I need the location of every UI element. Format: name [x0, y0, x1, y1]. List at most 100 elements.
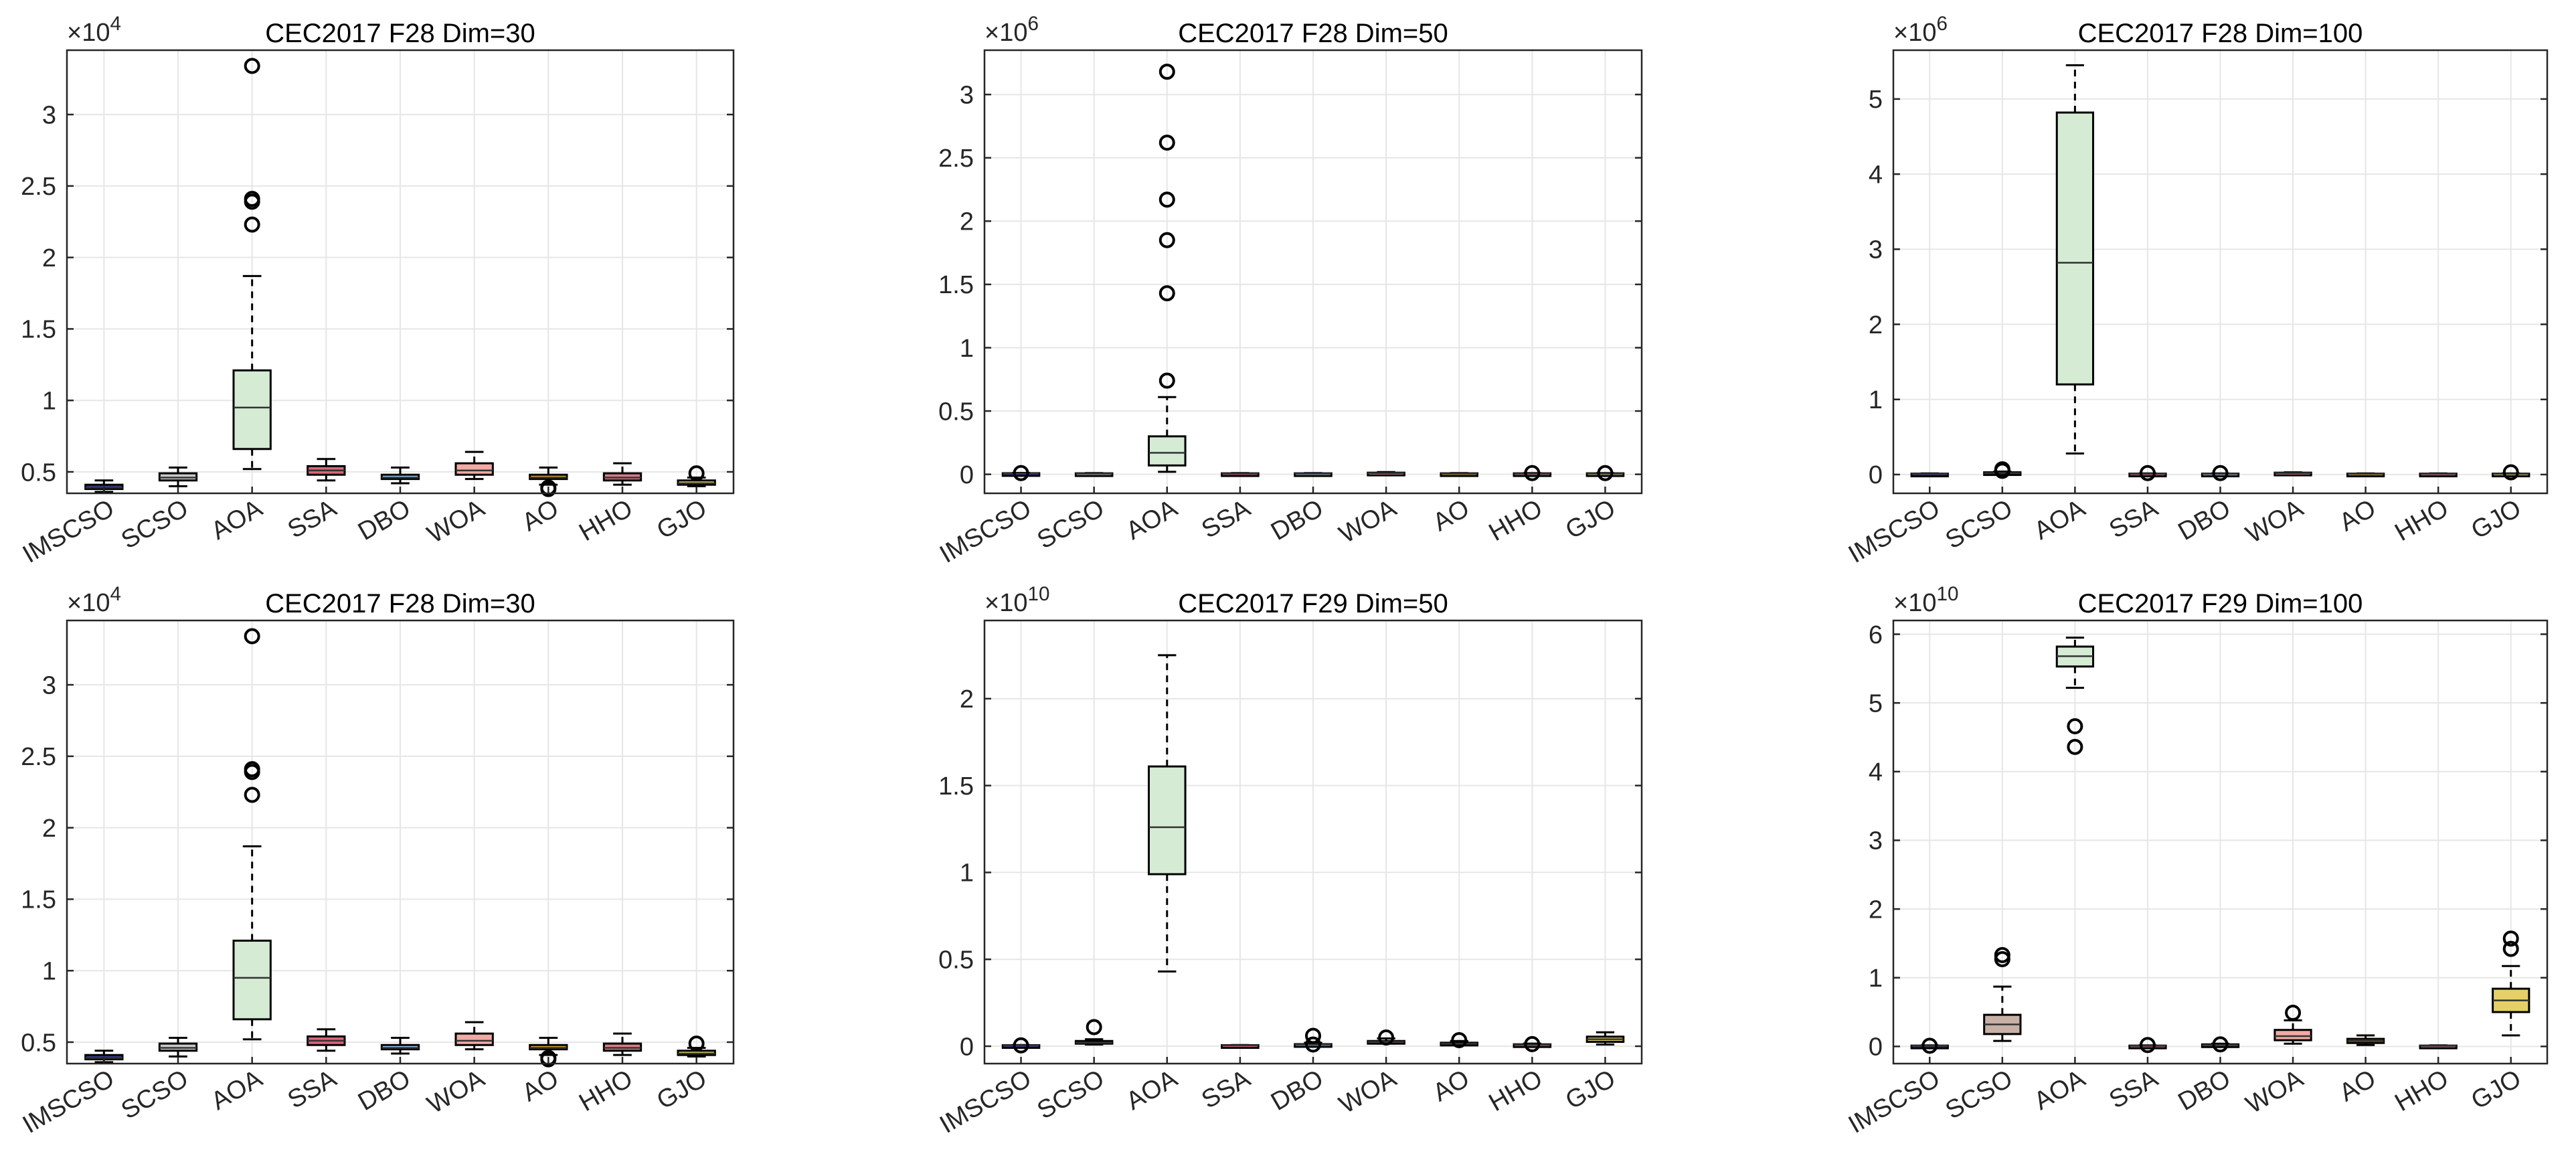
- box-woa: [454, 1021, 494, 1051]
- box-ao: [1440, 1031, 1478, 1048]
- y-tick-label: 0: [1869, 461, 1883, 489]
- y-tick-label: 1: [42, 957, 56, 985]
- box-scso: [158, 467, 198, 487]
- outlier-point: [1451, 1031, 1468, 1048]
- outlier-point: [244, 628, 260, 645]
- box-dbo: [380, 1037, 420, 1055]
- outlier-point: [1158, 191, 1175, 208]
- outlier-point: [540, 1051, 557, 1068]
- y-tick-label: 3: [42, 671, 56, 699]
- y-tick-label: 1.5: [938, 772, 974, 801]
- chart-title: CEC2017 F28 Dim=30: [265, 589, 535, 618]
- box-body: [454, 462, 494, 476]
- y-tick-label: 1.5: [21, 886, 56, 914]
- outlier-point: [1524, 1035, 1541, 1052]
- y-tick-label: 1: [960, 859, 974, 888]
- y-tick-label: 5: [1869, 86, 1883, 114]
- outlier-point: [688, 1035, 705, 1052]
- y-tick-label: 2: [42, 815, 56, 843]
- box-body: [2273, 1029, 2312, 1042]
- box-body: [2055, 111, 2095, 386]
- box-aoa: [2055, 64, 2095, 455]
- box-aoa: [232, 628, 272, 1041]
- outlier-point: [244, 786, 260, 803]
- outlier-point: [2212, 465, 2229, 481]
- box-gjo: [1585, 465, 1625, 481]
- outlier-point: [2285, 1005, 2302, 1021]
- box-woa: [454, 450, 494, 481]
- box-woa: [2273, 471, 2312, 477]
- box-ssa: [1221, 1044, 1260, 1049]
- chart-title: CEC2017 F29 Dim=100: [2078, 589, 2363, 618]
- y-tick-label: 2.5: [21, 173, 56, 201]
- box-dbo: [380, 467, 420, 485]
- box-aoa: [232, 58, 272, 471]
- outlier-point: [1305, 1036, 1321, 1053]
- y-tick-label: 4: [1869, 161, 1883, 189]
- box-hho: [1513, 1035, 1552, 1052]
- outlier-point: [1013, 465, 1029, 481]
- box-ao: [2346, 472, 2385, 478]
- chart-title: CEC2017 F28 Dim=30: [265, 19, 535, 48]
- y-tick-label: 0.5: [21, 459, 56, 487]
- box-aoa: [2055, 637, 2095, 755]
- box-woa: [2273, 1005, 2312, 1045]
- box-scso: [1983, 946, 2022, 1042]
- outlier-point: [2502, 940, 2519, 957]
- box-woa: [1367, 1029, 1405, 1046]
- outlier-point: [1013, 1037, 1029, 1054]
- y-tick-label: 2: [1869, 311, 1883, 339]
- y-tick-label: 2: [42, 244, 56, 272]
- y-exponent-label: ×1010: [1893, 583, 1958, 617]
- outlier-point: [2139, 465, 2156, 481]
- outlier-point: [1597, 465, 1614, 481]
- outlier-point: [244, 764, 260, 780]
- box-ao: [529, 467, 568, 497]
- box-ssa: [307, 1028, 346, 1052]
- outlier-point: [2067, 738, 2083, 755]
- outlier-point: [1305, 1027, 1321, 1044]
- box-ssa: [307, 458, 346, 482]
- y-tick-label: 0.5: [938, 398, 974, 426]
- box-ssa: [2128, 465, 2167, 481]
- y-tick-label: 0: [1869, 1033, 1883, 1062]
- y-tick-label: 4: [1869, 758, 1883, 786]
- box-scso: [1983, 461, 2022, 479]
- y-tick-label: 3: [960, 82, 974, 110]
- chart-title: CEC2017 F29 Dim=50: [1178, 589, 1448, 618]
- y-tick-label: 3: [1869, 827, 1883, 855]
- outlier-point: [244, 58, 260, 74]
- box-gjo: [2492, 464, 2530, 481]
- outlier-point: [1158, 64, 1175, 80]
- y-exponent-label: ×104: [67, 583, 121, 617]
- box-scso: [158, 1037, 198, 1058]
- y-tick-label: 6: [1869, 621, 1883, 649]
- outlier-point: [1158, 285, 1175, 302]
- outlier-point: [1994, 950, 2010, 967]
- box-imscso: [1001, 1037, 1041, 1054]
- box-gjo: [677, 465, 716, 487]
- box-dbo: [1294, 472, 1333, 477]
- outlier-point: [2067, 718, 2083, 735]
- outlier-point: [1994, 463, 2010, 479]
- y-tick-label: 2: [1869, 896, 1883, 924]
- box-dbo: [1294, 1027, 1333, 1053]
- box-hho: [1513, 465, 1552, 481]
- y-tick-label: 2.5: [938, 145, 974, 173]
- outlier-point: [1158, 232, 1175, 248]
- y-exponent-label: ×106: [1893, 13, 1948, 47]
- y-exponent-label: ×106: [984, 13, 1039, 47]
- box-hho: [602, 1032, 642, 1056]
- box-gjo: [677, 1035, 716, 1058]
- box-aoa: [1148, 654, 1187, 973]
- y-tick-label: 2: [960, 685, 974, 714]
- y-tick-label: 0: [960, 1033, 974, 1061]
- box-imscso: [1910, 1037, 1949, 1054]
- y-tick-label: 0.5: [938, 946, 974, 975]
- box-woa: [1367, 471, 1405, 477]
